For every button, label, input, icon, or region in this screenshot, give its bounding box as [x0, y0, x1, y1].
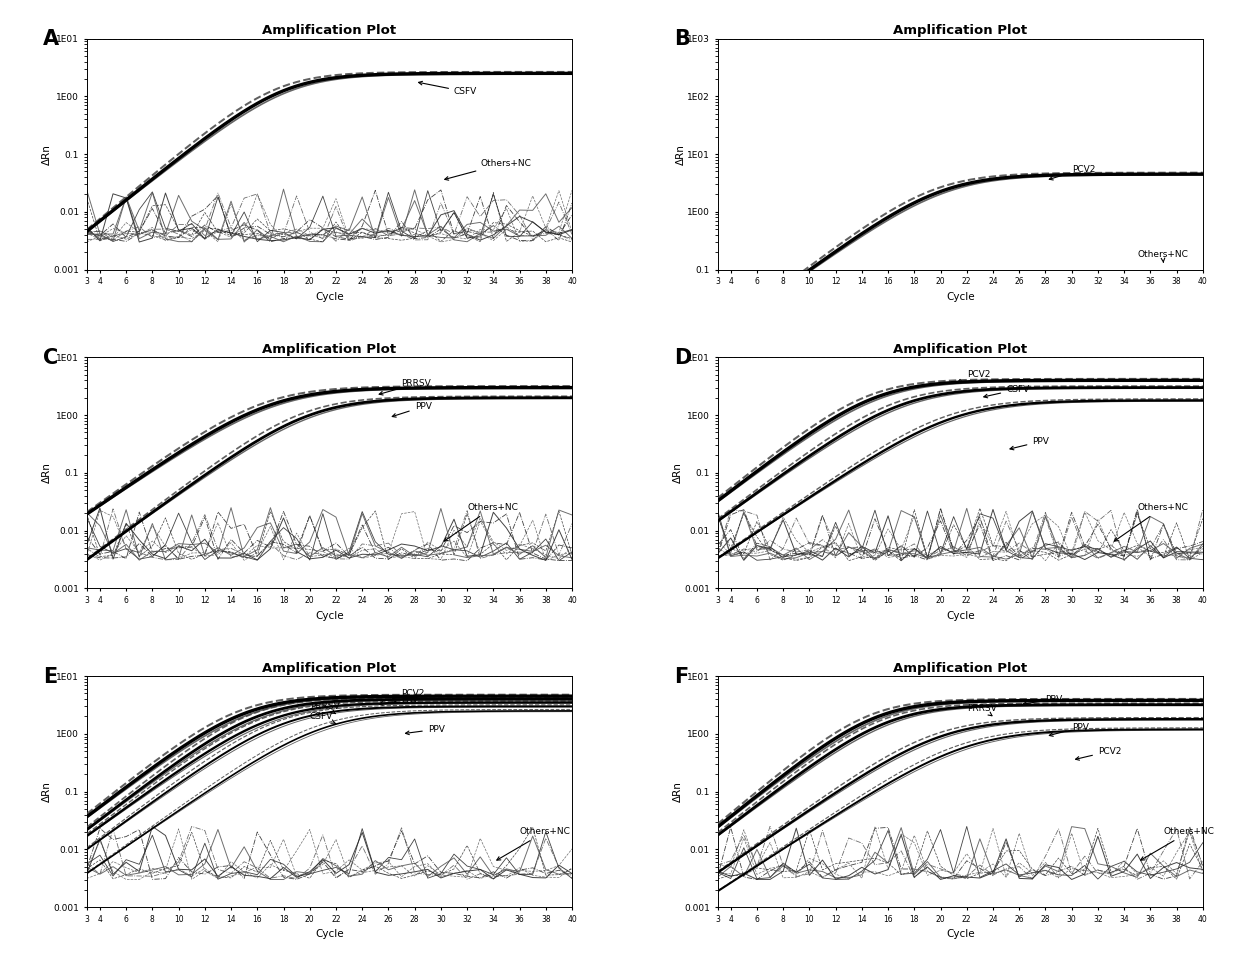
Y-axis label: ΔRn: ΔRn [672, 782, 683, 802]
Title: Amplification Plot: Amplification Plot [263, 344, 397, 356]
Text: PRV: PRV [1023, 695, 1063, 705]
Text: PRV: PRV [379, 695, 419, 705]
Text: PCV2: PCV2 [957, 371, 990, 383]
Text: Others+NC: Others+NC [497, 827, 570, 860]
Text: PRRSV: PRRSV [310, 702, 340, 714]
Title: Amplification Plot: Amplification Plot [893, 662, 1027, 675]
X-axis label: Cycle: Cycle [315, 611, 343, 620]
X-axis label: Cycle: Cycle [946, 611, 975, 620]
X-axis label: Cycle: Cycle [315, 929, 343, 939]
Text: Others+NC: Others+NC [1141, 827, 1214, 860]
Text: E: E [43, 667, 57, 687]
X-axis label: Cycle: Cycle [946, 291, 975, 302]
Text: PPV: PPV [1011, 437, 1049, 450]
Y-axis label: ΔRn: ΔRn [42, 144, 52, 164]
Text: C: C [43, 348, 58, 368]
Text: CSFV: CSFV [419, 81, 477, 96]
Text: CSFV: CSFV [310, 712, 336, 724]
Text: PPV: PPV [392, 402, 432, 417]
Text: PPV: PPV [405, 725, 445, 734]
Text: Others+NC: Others+NC [445, 158, 531, 180]
Y-axis label: ΔRn: ΔRn [672, 462, 683, 483]
Text: A: A [43, 29, 60, 49]
Title: Amplification Plot: Amplification Plot [263, 24, 397, 38]
Text: PPV: PPV [1049, 723, 1089, 736]
Text: D: D [673, 348, 691, 368]
Y-axis label: ΔRn: ΔRn [676, 144, 686, 164]
Text: PRRSV: PRRSV [379, 379, 432, 395]
Text: PRRSV: PRRSV [967, 703, 997, 716]
Text: PCV2: PCV2 [1075, 747, 1121, 760]
X-axis label: Cycle: Cycle [315, 291, 343, 302]
Title: Amplification Plot: Amplification Plot [263, 662, 397, 675]
Y-axis label: ΔRn: ΔRn [42, 462, 52, 483]
Text: PCV2: PCV2 [1049, 165, 1095, 179]
Text: F: F [673, 667, 688, 687]
Title: Amplification Plot: Amplification Plot [893, 24, 1027, 38]
Y-axis label: ΔRn: ΔRn [42, 782, 52, 802]
Text: PCV2: PCV2 [392, 689, 425, 700]
X-axis label: Cycle: Cycle [946, 929, 975, 939]
Title: Amplification Plot: Amplification Plot [893, 344, 1027, 356]
Text: CSFV: CSFV [983, 385, 1029, 398]
Text: Others+NC: Others+NC [1137, 250, 1188, 262]
Text: Others+NC: Others+NC [444, 503, 518, 541]
Text: Others+NC: Others+NC [1115, 503, 1188, 541]
Text: B: B [673, 29, 689, 49]
